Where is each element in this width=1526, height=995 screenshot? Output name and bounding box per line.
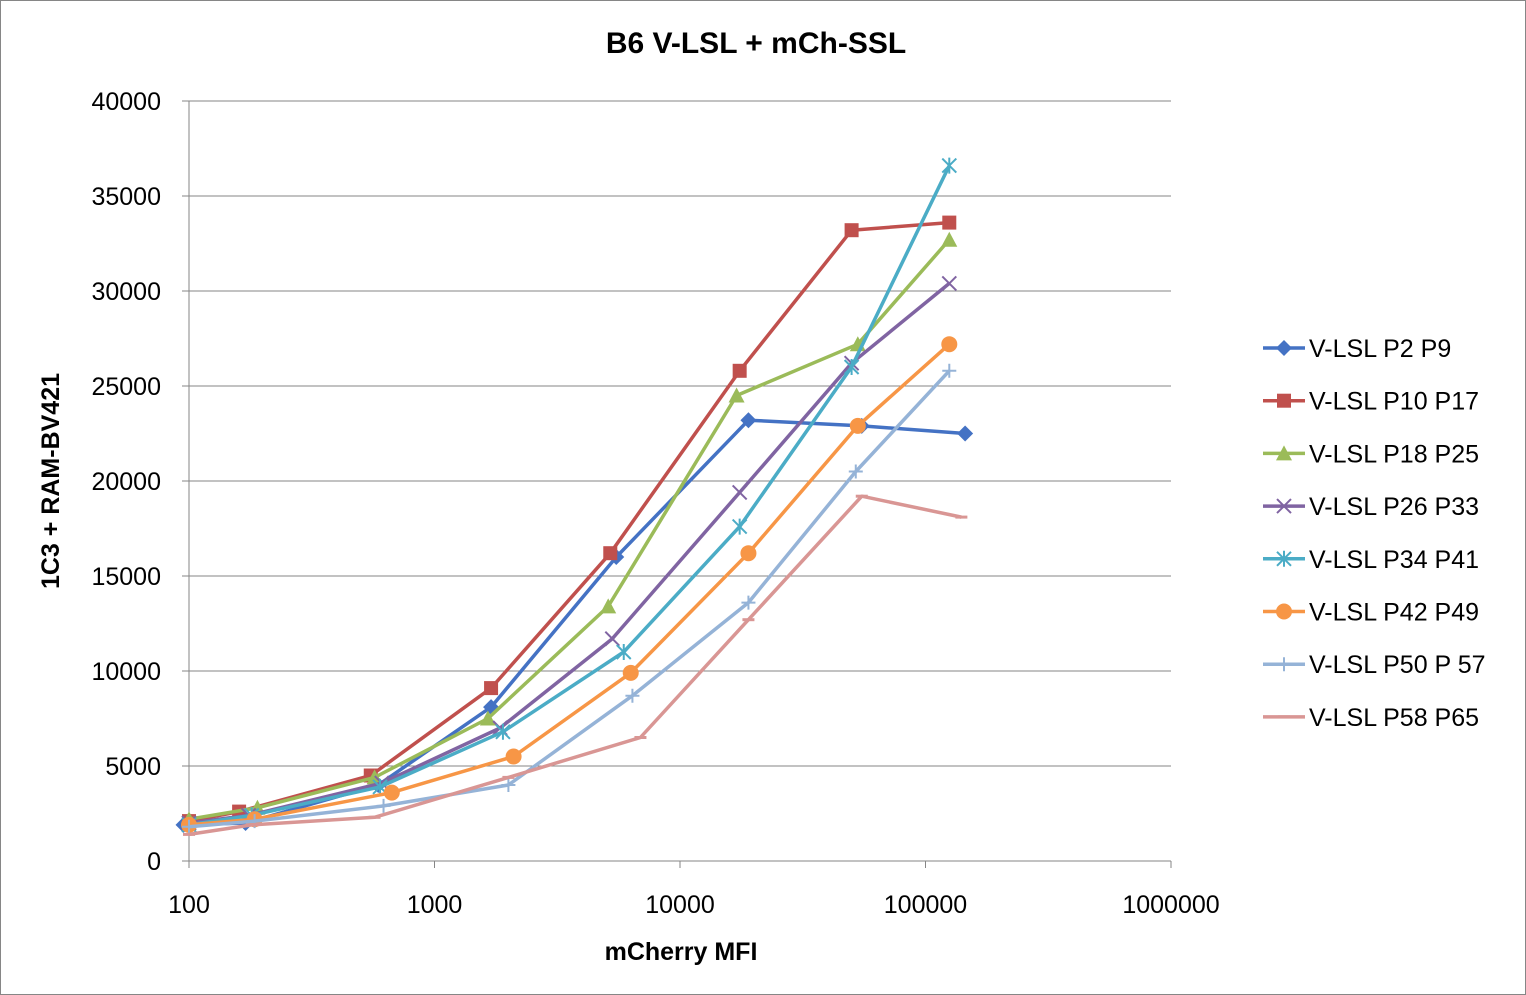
data-point	[1276, 550, 1292, 567]
legend-label: V-LSL P42 P49	[1309, 599, 1479, 627]
data-point	[849, 417, 866, 434]
data-point	[383, 784, 400, 801]
x-tick-label: 10000	[645, 891, 715, 919]
x-tick-label: 100000	[884, 891, 967, 919]
data-point	[740, 545, 757, 562]
y-tick-label: 40000	[91, 88, 161, 116]
x-tick-label: 1000000	[1122, 891, 1219, 919]
data-point	[731, 518, 748, 535]
data-point	[728, 387, 745, 403]
data-point	[495, 723, 511, 740]
data-point	[1276, 498, 1292, 514]
data-point	[501, 778, 516, 792]
legend-label: V-LSL P10 P17	[1309, 388, 1479, 416]
data-point	[731, 484, 748, 501]
chart-title: B6 V-LSL + mCh-SSL	[606, 27, 906, 60]
y-tick-label: 0	[147, 848, 161, 876]
series-group	[183, 494, 968, 837]
data-point	[844, 223, 859, 238]
data-point	[600, 598, 617, 614]
data-point	[941, 336, 958, 353]
legend-entry: V-LSL P10 P17	[1263, 388, 1479, 416]
legend-entry: V-LSL P34 P41	[1263, 546, 1479, 574]
data-point	[1277, 657, 1291, 672]
data-point	[732, 363, 747, 378]
series-group	[181, 275, 957, 831]
series-group	[181, 157, 957, 833]
data-point	[843, 359, 860, 375]
legend-entry: V-LSL P26 P33	[1263, 493, 1479, 521]
y-tick-label: 30000	[91, 278, 161, 306]
gridlines	[189, 100, 1171, 767]
legend-label: V-LSL P2 P9	[1309, 335, 1451, 363]
series-line	[188, 164, 951, 827]
y-tick-label: 25000	[91, 373, 161, 401]
data-point	[942, 215, 957, 230]
series-line	[188, 342, 951, 827]
data-point	[1276, 340, 1292, 356]
legend-label: V-LSL P18 P25	[1309, 440, 1479, 468]
series-group	[182, 363, 957, 834]
data-point	[740, 412, 757, 429]
x-axis-label: mCherry MFI	[605, 938, 758, 966]
data-point	[479, 710, 496, 726]
tick-labels: 0 5000 10000 15000 20000 25000 30000 35000 40000…	[91, 88, 1219, 919]
y-tick-label: 35000	[91, 183, 161, 211]
series-line	[188, 494, 962, 837]
y-tick-label: 10000	[91, 658, 161, 686]
data-point	[376, 798, 391, 813]
data-point	[625, 688, 640, 703]
series-group	[181, 231, 958, 827]
legend-label: V-LSL P34 P41	[1309, 546, 1479, 574]
legend-entry: V-LSL P2 P9	[1263, 335, 1451, 363]
x-tick-label: 1000	[407, 891, 463, 919]
legend-entry: V-LSL P58 P65	[1263, 704, 1479, 732]
axes	[182, 100, 1172, 868]
legend-label: V-LSL P26 P33	[1309, 493, 1479, 521]
plot-area	[175, 157, 974, 837]
y-tick-label: 20000	[91, 468, 161, 496]
legend-entry: V-LSL P18 P25	[1263, 440, 1479, 468]
x-tick-label: 100	[168, 891, 210, 919]
data-point	[182, 819, 196, 834]
data-point	[941, 231, 958, 247]
legend-label: V-LSL P58 P65	[1309, 704, 1479, 732]
y-axis-label: 1C3 + RAM-BV421	[37, 373, 65, 589]
legend-entry: V-LSL P50 P 57	[1263, 651, 1486, 679]
data-point	[622, 664, 639, 681]
series-line	[188, 238, 951, 821]
series-line	[188, 220, 950, 823]
series-line	[188, 369, 951, 829]
y-tick-label: 15000	[91, 563, 161, 591]
data-point	[484, 681, 499, 696]
data-point	[741, 595, 756, 610]
legend: V-LSL P2 P9 V-LSL P10 P17 V-LSL P18 P25 V-L…	[1263, 335, 1486, 732]
data-point	[942, 363, 957, 378]
data-point	[505, 748, 522, 765]
data-point	[604, 630, 621, 647]
legend-label: V-LSL P50 P 57	[1309, 651, 1486, 679]
data-point	[603, 546, 618, 561]
data-point	[1276, 445, 1292, 461]
y-tick-label: 5000	[105, 753, 161, 781]
data-point	[1277, 393, 1291, 408]
data-point	[616, 644, 632, 660]
data-point	[941, 157, 957, 174]
legend-entry: V-LSL P42 P49	[1263, 599, 1479, 627]
data-point	[1276, 603, 1292, 620]
data-point	[957, 425, 974, 442]
data-point	[941, 275, 957, 292]
series-group	[181, 336, 958, 833]
data-point	[848, 464, 863, 479]
